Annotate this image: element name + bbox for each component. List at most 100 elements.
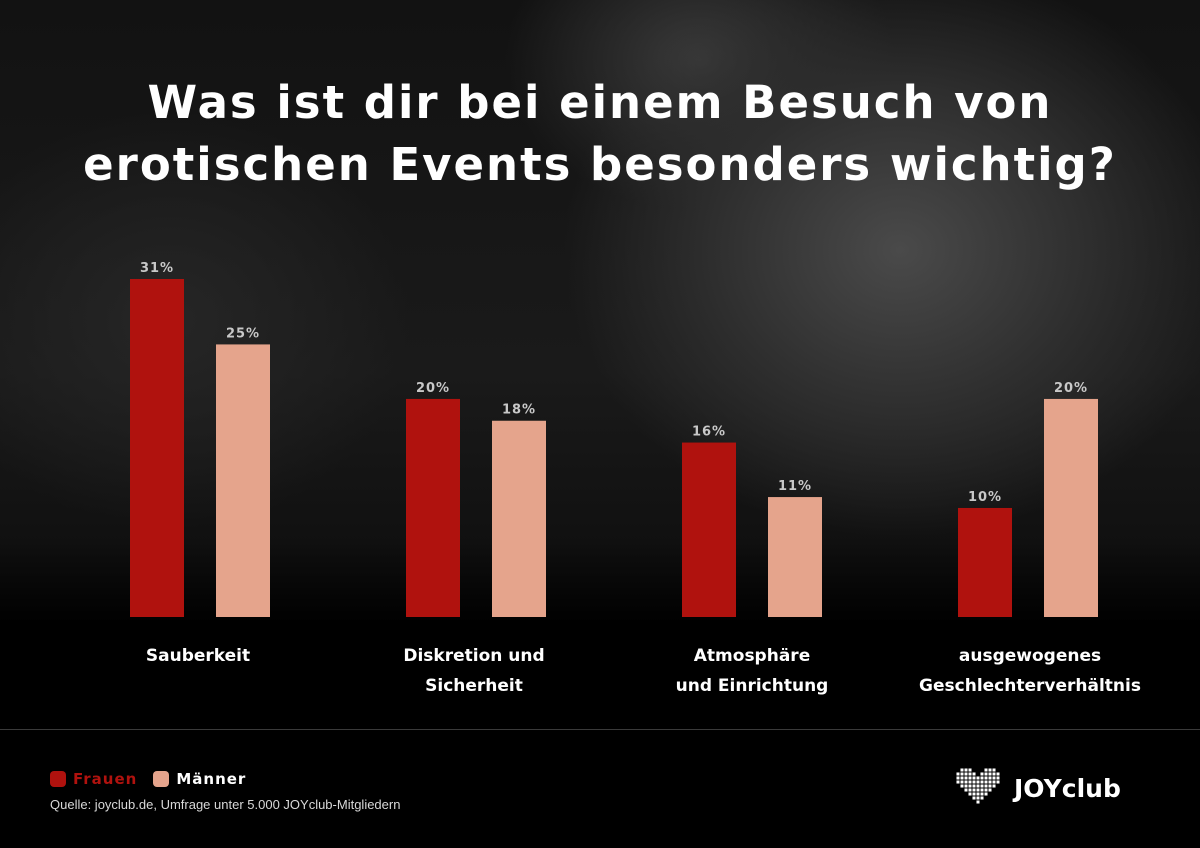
category-label-1: Sauberkeit <box>78 641 318 671</box>
heart-pixel <box>968 788 972 792</box>
heart-pixel <box>996 776 1000 780</box>
chart-title: Was ist dir bei einem Besuch von erotisc… <box>0 72 1200 196</box>
legend-item-frauen: Frauen <box>50 770 137 788</box>
heart-pixel <box>972 788 976 792</box>
heart-pixel <box>984 780 988 784</box>
joyclub-logo: JOYclub <box>956 768 1121 808</box>
heart-pixel <box>992 784 996 788</box>
value-label-frauen-1: 31% <box>140 261 174 276</box>
source-note: Quelle: joyclub.de, Umfrage unter 5.000 … <box>50 797 401 812</box>
value-label-frauen-4: 10% <box>968 490 1002 505</box>
category-label-line: Geschlechterverhältnis <box>919 676 1141 696</box>
bar-frauen-2 <box>406 398 460 617</box>
heart-pixel <box>956 776 960 780</box>
heart-pixel <box>968 776 972 780</box>
heart-pixel <box>976 792 980 796</box>
bar-frauen-4 <box>958 507 1012 617</box>
heart-pixel <box>956 780 960 784</box>
title-line-2: erotischen Events besonders wichtig? <box>83 138 1117 191</box>
divider <box>0 729 1200 730</box>
heart-pixel <box>960 768 964 772</box>
bar-maenner-4 <box>1044 398 1098 617</box>
category-label-line: Diskretion und <box>403 646 545 666</box>
heart-pixel <box>988 776 992 780</box>
heart-pixel <box>972 792 976 796</box>
heart-pixel <box>988 768 992 772</box>
heart-pixel <box>976 788 980 792</box>
bar-maenner-1 <box>216 344 270 617</box>
heart-pixel <box>960 784 964 788</box>
bar-frauen-1 <box>130 279 184 617</box>
legend-swatch-maenner <box>153 771 170 787</box>
heart-pixel <box>960 776 964 780</box>
category-label-3: Atmosphäre und Einrichtung <box>632 641 872 701</box>
bar-maenner-2 <box>492 420 546 617</box>
heart-pixel <box>964 772 968 776</box>
heart-pixel <box>992 772 996 776</box>
heart-pixel <box>980 796 984 800</box>
heart-pixel <box>980 780 984 784</box>
category-label-line: und Einrichtung <box>675 676 829 696</box>
category-label-4: ausgewogenes Geschlechterverhältnis <box>910 641 1150 701</box>
heart-pixel <box>968 792 972 796</box>
heart-pixel <box>996 780 1000 784</box>
value-label-maenner-4: 20% <box>1054 381 1088 396</box>
heart-pixel <box>980 788 984 792</box>
value-label-frauen-3: 16% <box>692 425 726 440</box>
legend-label-maenner: Männer <box>176 770 247 788</box>
heart-pixel <box>964 768 968 772</box>
legend-item-maenner: Männer <box>153 770 246 788</box>
logo-text: JOYclub <box>1014 773 1121 803</box>
heart-pixel <box>968 768 972 772</box>
heart-pixel <box>984 768 988 772</box>
heart-pixel <box>992 768 996 772</box>
bar-maenner-3 <box>768 497 822 617</box>
heart-pixel <box>964 788 968 792</box>
heart-pixel <box>956 772 960 776</box>
heart-pixel <box>988 772 992 776</box>
heart-pixel <box>980 772 984 776</box>
legend-swatch-frauen <box>50 771 66 787</box>
heart-pixel <box>976 784 980 788</box>
heart-pixel <box>976 800 980 804</box>
heart-pixel <box>980 784 984 788</box>
heart-pixel <box>972 780 976 784</box>
category-label-line: Atmosphäre <box>693 646 811 666</box>
heart-pixel <box>960 772 964 776</box>
heart-pixel <box>960 780 964 784</box>
value-label-maenner-1: 25% <box>226 326 260 341</box>
legend-label-frauen: Frauen <box>73 770 138 788</box>
heart-pixel <box>976 780 980 784</box>
heart-pixel <box>984 784 988 788</box>
value-label-maenner-3: 11% <box>778 479 812 494</box>
heart-pixel <box>976 796 980 800</box>
heart-pixel <box>984 772 988 776</box>
heart-pixel <box>988 784 992 788</box>
value-label-frauen-2: 20% <box>416 381 450 396</box>
value-label-maenner-2: 18% <box>502 403 536 418</box>
category-label-line: ausgewogenes <box>958 646 1102 666</box>
heart-pixel <box>980 776 984 780</box>
heart-pixel <box>980 792 984 796</box>
heart-pixel <box>964 780 968 784</box>
heart-pixel <box>968 772 972 776</box>
heart-pixel <box>984 788 988 792</box>
heart-pixel <box>996 772 1000 776</box>
category-label-line: Sicherheit <box>425 676 523 696</box>
heart-pixel <box>964 784 968 788</box>
legend: Frauen Männer <box>50 770 262 788</box>
heart-pixel <box>964 776 968 780</box>
heart-pixel-icon <box>956 768 1000 804</box>
heart-pixel <box>972 772 976 776</box>
heart-pixel <box>976 776 980 780</box>
heart-pixel <box>988 780 992 784</box>
category-label-2: Diskretion und Sicherheit <box>354 641 594 701</box>
heart-pixel <box>972 784 976 788</box>
heart-pixel <box>968 784 972 788</box>
bar-chart: 31% 25% 20% 18% 16% 11% 10% 20% <box>130 261 1098 617</box>
heart-pixel <box>988 788 992 792</box>
heart-pixel <box>968 780 972 784</box>
category-label-line: Sauberkeit <box>145 646 251 666</box>
heart-pixel <box>972 776 976 780</box>
heart-pixel <box>984 776 988 780</box>
